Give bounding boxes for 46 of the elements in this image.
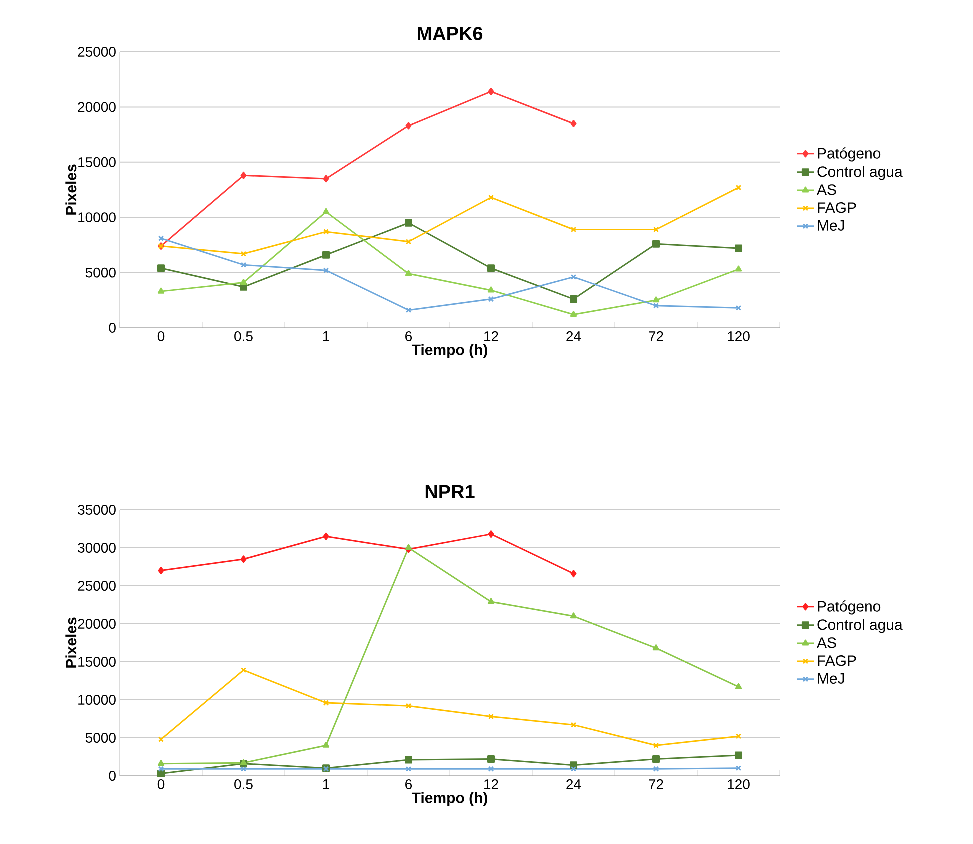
x-tick-label: 0: [158, 332, 165, 342]
y-tick-label: 10000: [78, 212, 116, 223]
y-axis-title: Pixeles: [66, 164, 77, 215]
y-tick-label: 25000: [78, 581, 116, 591]
x-tick-label: 24: [566, 332, 582, 342]
y-tick-label: 0: [109, 771, 116, 781]
y-tick-label: 20000: [78, 619, 116, 629]
x-tick-label: 72: [649, 332, 664, 342]
x-tick-label: 0.5: [234, 780, 253, 790]
x-tick-label: 1: [323, 780, 330, 790]
x-tick-label: 6: [406, 780, 412, 790]
legend-label: Control agua: [818, 619, 903, 634]
y-tick-label: 15000: [78, 657, 116, 667]
y-tick-label: 10000: [78, 695, 116, 705]
x-tick-label: 0.5: [234, 332, 253, 342]
y-tick-label: 35000: [78, 505, 116, 515]
y-axis-title: Pixeles: [66, 618, 77, 668]
x-axis-title: Tiempo (h): [412, 792, 488, 806]
legend-label: MeJ: [818, 674, 844, 684]
x-tick-label: 0: [158, 780, 165, 790]
legend-label: MeJ: [818, 220, 844, 231]
legend-label: Patógeno: [818, 600, 881, 615]
x-tick-label: 12: [484, 780, 498, 790]
legend-label: Control agua: [818, 166, 903, 180]
legend-label: AS: [817, 184, 836, 196]
x-tick-label: 120: [728, 332, 750, 342]
x-tick-label: 24: [566, 780, 582, 790]
y-tick-label: 5000: [86, 733, 116, 743]
y-tick-label: 0: [109, 323, 116, 333]
legend-label: AS: [817, 638, 836, 648]
y-tick-label: 15000: [78, 157, 116, 168]
x-tick-label: 1: [323, 332, 330, 342]
chart-title: MAPK6: [418, 27, 483, 40]
x-tick-label: 12: [484, 332, 498, 342]
y-tick-label: 20000: [78, 102, 116, 112]
x-tick-label: 6: [406, 332, 412, 342]
legend-label: Patógeno: [818, 148, 881, 162]
x-tick-label: 72: [649, 780, 664, 790]
y-tick-label: 25000: [78, 47, 116, 57]
x-tick-label: 120: [728, 780, 750, 790]
y-tick-label: 30000: [78, 543, 116, 553]
x-axis-title: Tiempo (h): [412, 344, 488, 358]
legend-label: FAGP: [818, 202, 856, 214]
legend-label: FAGP: [818, 656, 856, 666]
chart-title: NPR1: [426, 485, 475, 498]
y-tick-label: 5000: [86, 268, 116, 278]
